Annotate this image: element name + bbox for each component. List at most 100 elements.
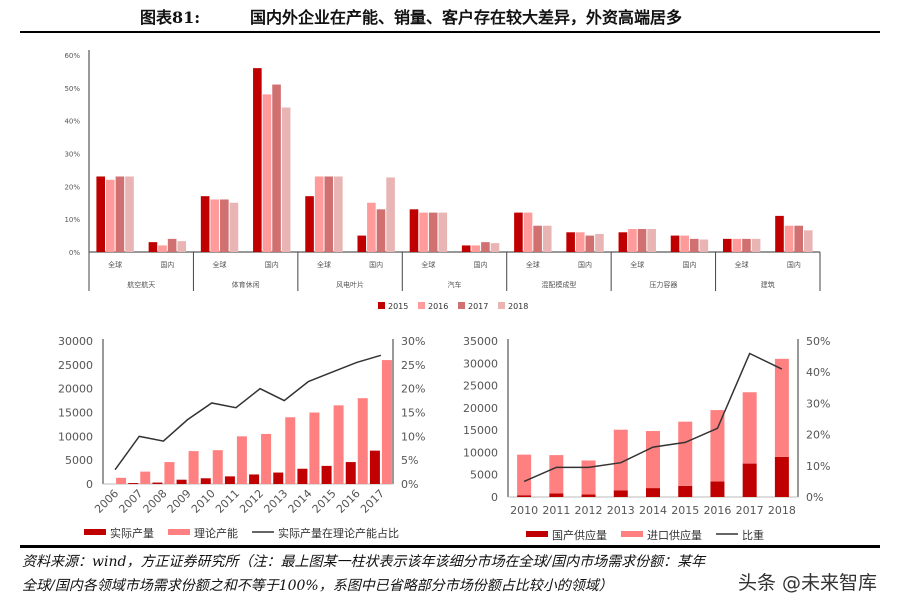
subcategory-label: 国内: [160, 260, 174, 269]
y2-tick-label: 50%: [806, 335, 830, 348]
bar-实际产量: [321, 465, 332, 484]
bar-2016: [210, 199, 220, 252]
bar-2018: [334, 176, 343, 252]
bar-2015: [775, 215, 784, 252]
subcategory-label: 国内: [369, 260, 383, 269]
bar-2015: [722, 238, 732, 252]
legend-label: 理论产能: [194, 526, 238, 540]
bar-2017: [585, 235, 595, 252]
bar-2017: [428, 212, 438, 252]
y-tick-label: 15000: [463, 424, 498, 437]
bar-国产供应量: [549, 493, 564, 497]
bar-实际产量: [200, 478, 211, 484]
bar-进口供应量: [646, 431, 660, 489]
bar-2017: [689, 238, 699, 252]
x-tick-label: 2016: [334, 487, 363, 516]
bar-国产供应量: [710, 481, 725, 497]
legend-label: 进口供应量: [647, 528, 702, 542]
group-label: 压力容器: [649, 280, 677, 289]
bar-理论产能: [261, 433, 272, 484]
bar-2017: [742, 238, 751, 252]
bar-实际产量: [345, 462, 356, 484]
legend-swatch: [621, 531, 643, 537]
bar-理论产能: [164, 462, 175, 484]
y-tick-label: 50%: [64, 85, 80, 93]
bar-2017: [324, 176, 334, 252]
y2-tick-label: 20%: [806, 429, 830, 442]
bar-2018: [229, 202, 239, 252]
y-tick-label: 0%: [69, 249, 80, 257]
subcategory-label: 全球: [630, 260, 644, 269]
bar-2017: [272, 84, 281, 252]
y2-tick-label: 40%: [806, 366, 830, 379]
subcategory-label: 国内: [474, 260, 488, 269]
group-label: 风电叶片: [336, 280, 364, 289]
group-label: 建筑: [761, 280, 775, 289]
subcategory-label: 全球: [213, 260, 227, 269]
y2-tick-label: 20%: [401, 383, 425, 396]
bar-2015: [514, 212, 523, 252]
bar-实际产量: [224, 476, 235, 484]
bar-理论产能: [116, 477, 127, 484]
y2-tick-label: 15%: [401, 407, 425, 420]
bar-理论产能: [381, 360, 392, 484]
source-note-line1: 资料来源：wind，方正证券研究所（注：最上图某一柱状表示该年该细分市场在全球/…: [22, 554, 706, 570]
bar-2015: [618, 232, 628, 252]
bar-2017: [481, 242, 490, 252]
figure-number: 图表81:: [140, 8, 201, 27]
bar-2015: [148, 242, 158, 252]
bar-2018: [386, 177, 395, 252]
bar-2018: [177, 241, 187, 252]
y-tick-label: 20000: [463, 402, 498, 415]
legend-label: 2015: [388, 302, 408, 311]
legend-label: 实际产量在理论产能占比: [278, 526, 399, 540]
x-tick-label: 2008: [141, 487, 170, 516]
bar-2015: [566, 232, 575, 252]
subcategory-label: 全球: [526, 260, 540, 269]
bar-国产供应量: [678, 485, 693, 497]
bar-2015: [200, 196, 210, 252]
legend-label: 比重: [742, 528, 764, 542]
bar-2016: [784, 225, 794, 252]
x-tick-label: 2007: [116, 487, 145, 516]
legend-label: 2018: [508, 302, 528, 311]
y-tick-label: 60%: [64, 52, 80, 60]
bar-2016: [628, 229, 637, 252]
y-tick-label: 0: [86, 478, 93, 491]
figure-title-text: 国内外企业在产能、销量、客户存在较大差异，外资高端居多: [250, 8, 683, 27]
bar-2017: [533, 225, 542, 252]
x-tick-label: 2015: [671, 504, 699, 517]
y2-tick-label: 0%: [401, 478, 418, 491]
bar-2017: [220, 199, 229, 252]
y-tick-label: 10000: [58, 430, 93, 443]
bar-2016: [523, 212, 533, 252]
subcategory-label: 国内: [682, 260, 696, 269]
y-tick-label: 40%: [64, 118, 80, 126]
bar-2015: [461, 245, 471, 252]
bar-2016: [732, 238, 742, 252]
bar-理论产能: [333, 405, 344, 484]
bar-2017: [794, 225, 803, 252]
bar-2015: [409, 209, 419, 252]
subcategory-label: 国内: [265, 260, 279, 269]
bar-理论产能: [140, 471, 151, 484]
bar-2016: [158, 245, 167, 252]
bar-实际产量: [369, 450, 380, 484]
x-tick-label: 2014: [639, 504, 667, 517]
y-tick-label: 35000: [463, 335, 498, 348]
subcategory-label: 全球: [317, 260, 331, 269]
bar-进口供应量: [549, 455, 564, 494]
bar-2017: [637, 229, 647, 252]
legend-swatch: [526, 531, 548, 537]
bar-进口供应量: [581, 460, 596, 495]
bar-进口供应量: [710, 410, 725, 482]
subcategory-label: 全球: [108, 260, 122, 269]
bar-国产供应量: [613, 490, 628, 497]
group-label: 汽车: [448, 280, 462, 289]
subcategory-label: 全球: [735, 260, 749, 269]
x-tick-label: 2012: [575, 504, 603, 517]
bar-理论产能: [285, 417, 296, 484]
bar-进口供应量: [678, 421, 693, 486]
legend-label: 2017: [468, 302, 488, 311]
